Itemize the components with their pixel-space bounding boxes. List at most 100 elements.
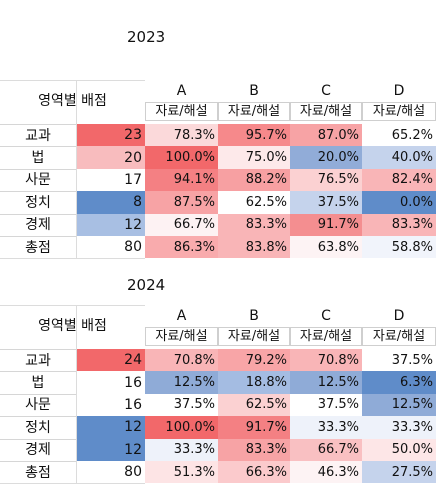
value-cell: 6.3% — [362, 371, 436, 394]
value-cell: 86.3% — [145, 236, 218, 259]
value-cell: 0.0% — [362, 191, 436, 214]
subheader-cell: 자료/해설 — [290, 327, 362, 346]
area-header: 영역별 배점 — [38, 93, 107, 109]
group-header: B — [249, 308, 259, 324]
row-label: 교과 — [0, 349, 76, 371]
value-cell: 62.5% — [218, 393, 290, 417]
value-cell: 87.0% — [290, 124, 362, 147]
value-cell: 12.5% — [145, 371, 218, 394]
value-cell: 12.5% — [290, 371, 362, 394]
table-row: 사문 17 94.1% 88.2% 76.5% 82.4% — [0, 168, 440, 192]
table-row: 경제 12 66.7% 83.3% 91.7% 83.3% — [0, 213, 440, 236]
score-cell: 12 — [76, 213, 145, 236]
column-divider — [76, 80, 77, 259]
column-divider — [76, 305, 77, 484]
value-cell: 33.3% — [362, 416, 436, 439]
row-label: 사문 — [0, 393, 76, 416]
score-cell: 80 — [76, 461, 145, 484]
value-cell: 46.3% — [290, 461, 362, 484]
group-header: A — [176, 308, 187, 324]
row-label: 경제 — [0, 438, 76, 461]
table-row: 교과 24 70.8% 79.2% 70.8% 37.5% — [0, 349, 440, 372]
value-cell: 78.3% — [145, 124, 218, 147]
row-label: 총점 — [0, 461, 76, 483]
value-cell: 37.5% — [290, 191, 362, 214]
score-cell: 80 — [76, 236, 145, 259]
year-title: 2023 — [127, 28, 166, 46]
value-cell: 100.0% — [145, 146, 218, 169]
value-cell: 33.3% — [290, 416, 362, 439]
table-row: 사문 16 37.5% 62.5% 37.5% 12.5% — [0, 393, 440, 417]
group-header: B — [249, 83, 259, 99]
value-cell: 66.7% — [145, 213, 218, 236]
row-label: 사문 — [0, 168, 76, 191]
value-cell: 91.7% — [290, 213, 362, 236]
row-label: 법 — [0, 146, 76, 168]
table-row: 경제 12 33.3% 83.3% 66.7% 50.0% — [0, 438, 440, 461]
value-cell: 18.8% — [218, 371, 290, 394]
subheader-cell: 자료/해설 — [218, 102, 290, 121]
value-cell: 70.8% — [145, 349, 218, 372]
value-cell: 82.4% — [362, 168, 436, 192]
value-cell: 40.0% — [362, 146, 436, 169]
row-label: 정치 — [0, 416, 76, 438]
row-label: 총점 — [0, 236, 76, 258]
group-header: D — [393, 83, 405, 99]
value-cell: 65.2% — [362, 124, 436, 147]
area-header: 영역별 배점 — [38, 318, 107, 334]
value-cell: 58.8% — [362, 236, 436, 259]
score-cell: 24 — [76, 349, 145, 372]
value-cell: 70.8% — [290, 349, 362, 372]
table-row: 총점 80 51.3% 66.3% 46.3% 27.5% — [0, 461, 440, 484]
value-cell: 100.0% — [145, 416, 218, 439]
table-row: 총점 80 86.3% 83.8% 63.8% 58.8% — [0, 236, 440, 259]
subheader-cell: 자료/해설 — [145, 102, 218, 121]
value-cell: 83.3% — [362, 213, 436, 236]
score-table: 영역별 배점 A 자료/해설 B 자료/해설 C 자료/해설 D 자료/해설 교과 24 70.8% 7… — [0, 305, 440, 485]
value-cell: 37.5% — [290, 393, 362, 417]
table-border-top — [0, 80, 145, 81]
value-cell: 66.7% — [290, 438, 362, 461]
score-cell: 8 — [76, 191, 145, 214]
score-cell: 12 — [76, 438, 145, 461]
subheader-cell: 자료/해설 — [290, 102, 362, 121]
value-cell: 83.3% — [218, 213, 290, 236]
subheader-cell: 자료/해설 — [362, 327, 436, 346]
row-label: 교과 — [0, 124, 76, 146]
row-label: 정치 — [0, 191, 76, 213]
value-cell: 91.7% — [218, 416, 290, 439]
value-cell: 66.3% — [218, 461, 290, 484]
score-cell: 16 — [76, 393, 145, 417]
value-cell: 37.5% — [145, 393, 218, 417]
table-row: 정치 8 87.5% 62.5% 37.5% 0.0% — [0, 191, 440, 214]
subheader-cell: 자료/해설 — [145, 327, 218, 346]
value-cell: 63.8% — [290, 236, 362, 259]
group-header: C — [321, 83, 331, 99]
value-cell: 94.1% — [145, 168, 218, 192]
row-label: 법 — [0, 371, 76, 393]
row-label: 경제 — [0, 213, 76, 236]
value-cell: 37.5% — [362, 349, 436, 372]
score-cell: 16 — [76, 371, 145, 394]
score-cell: 17 — [76, 168, 145, 192]
value-cell: 62.5% — [218, 191, 290, 214]
value-cell: 20.0% — [290, 146, 362, 169]
year-title: 2024 — [127, 276, 166, 294]
value-cell: 83.8% — [218, 236, 290, 259]
value-cell: 50.0% — [362, 438, 436, 461]
value-cell: 75.0% — [218, 146, 290, 169]
value-cell: 27.5% — [362, 461, 436, 484]
group-header: A — [176, 83, 187, 99]
value-cell: 83.3% — [218, 438, 290, 461]
value-cell: 51.3% — [145, 461, 218, 484]
group-header: C — [321, 308, 331, 324]
table-row: 법 20 100.0% 75.0% 20.0% 40.0% — [0, 146, 440, 169]
subheader-cell: 자료/해설 — [218, 327, 290, 346]
score-cell: 12 — [76, 416, 145, 439]
value-cell: 88.2% — [218, 168, 290, 192]
group-header: D — [393, 308, 405, 324]
value-cell: 95.7% — [218, 124, 290, 147]
table-border-bottom — [0, 483, 145, 485]
table-row: 법 16 12.5% 18.8% 12.5% 6.3% — [0, 371, 440, 394]
score-cell: 23 — [76, 124, 145, 147]
